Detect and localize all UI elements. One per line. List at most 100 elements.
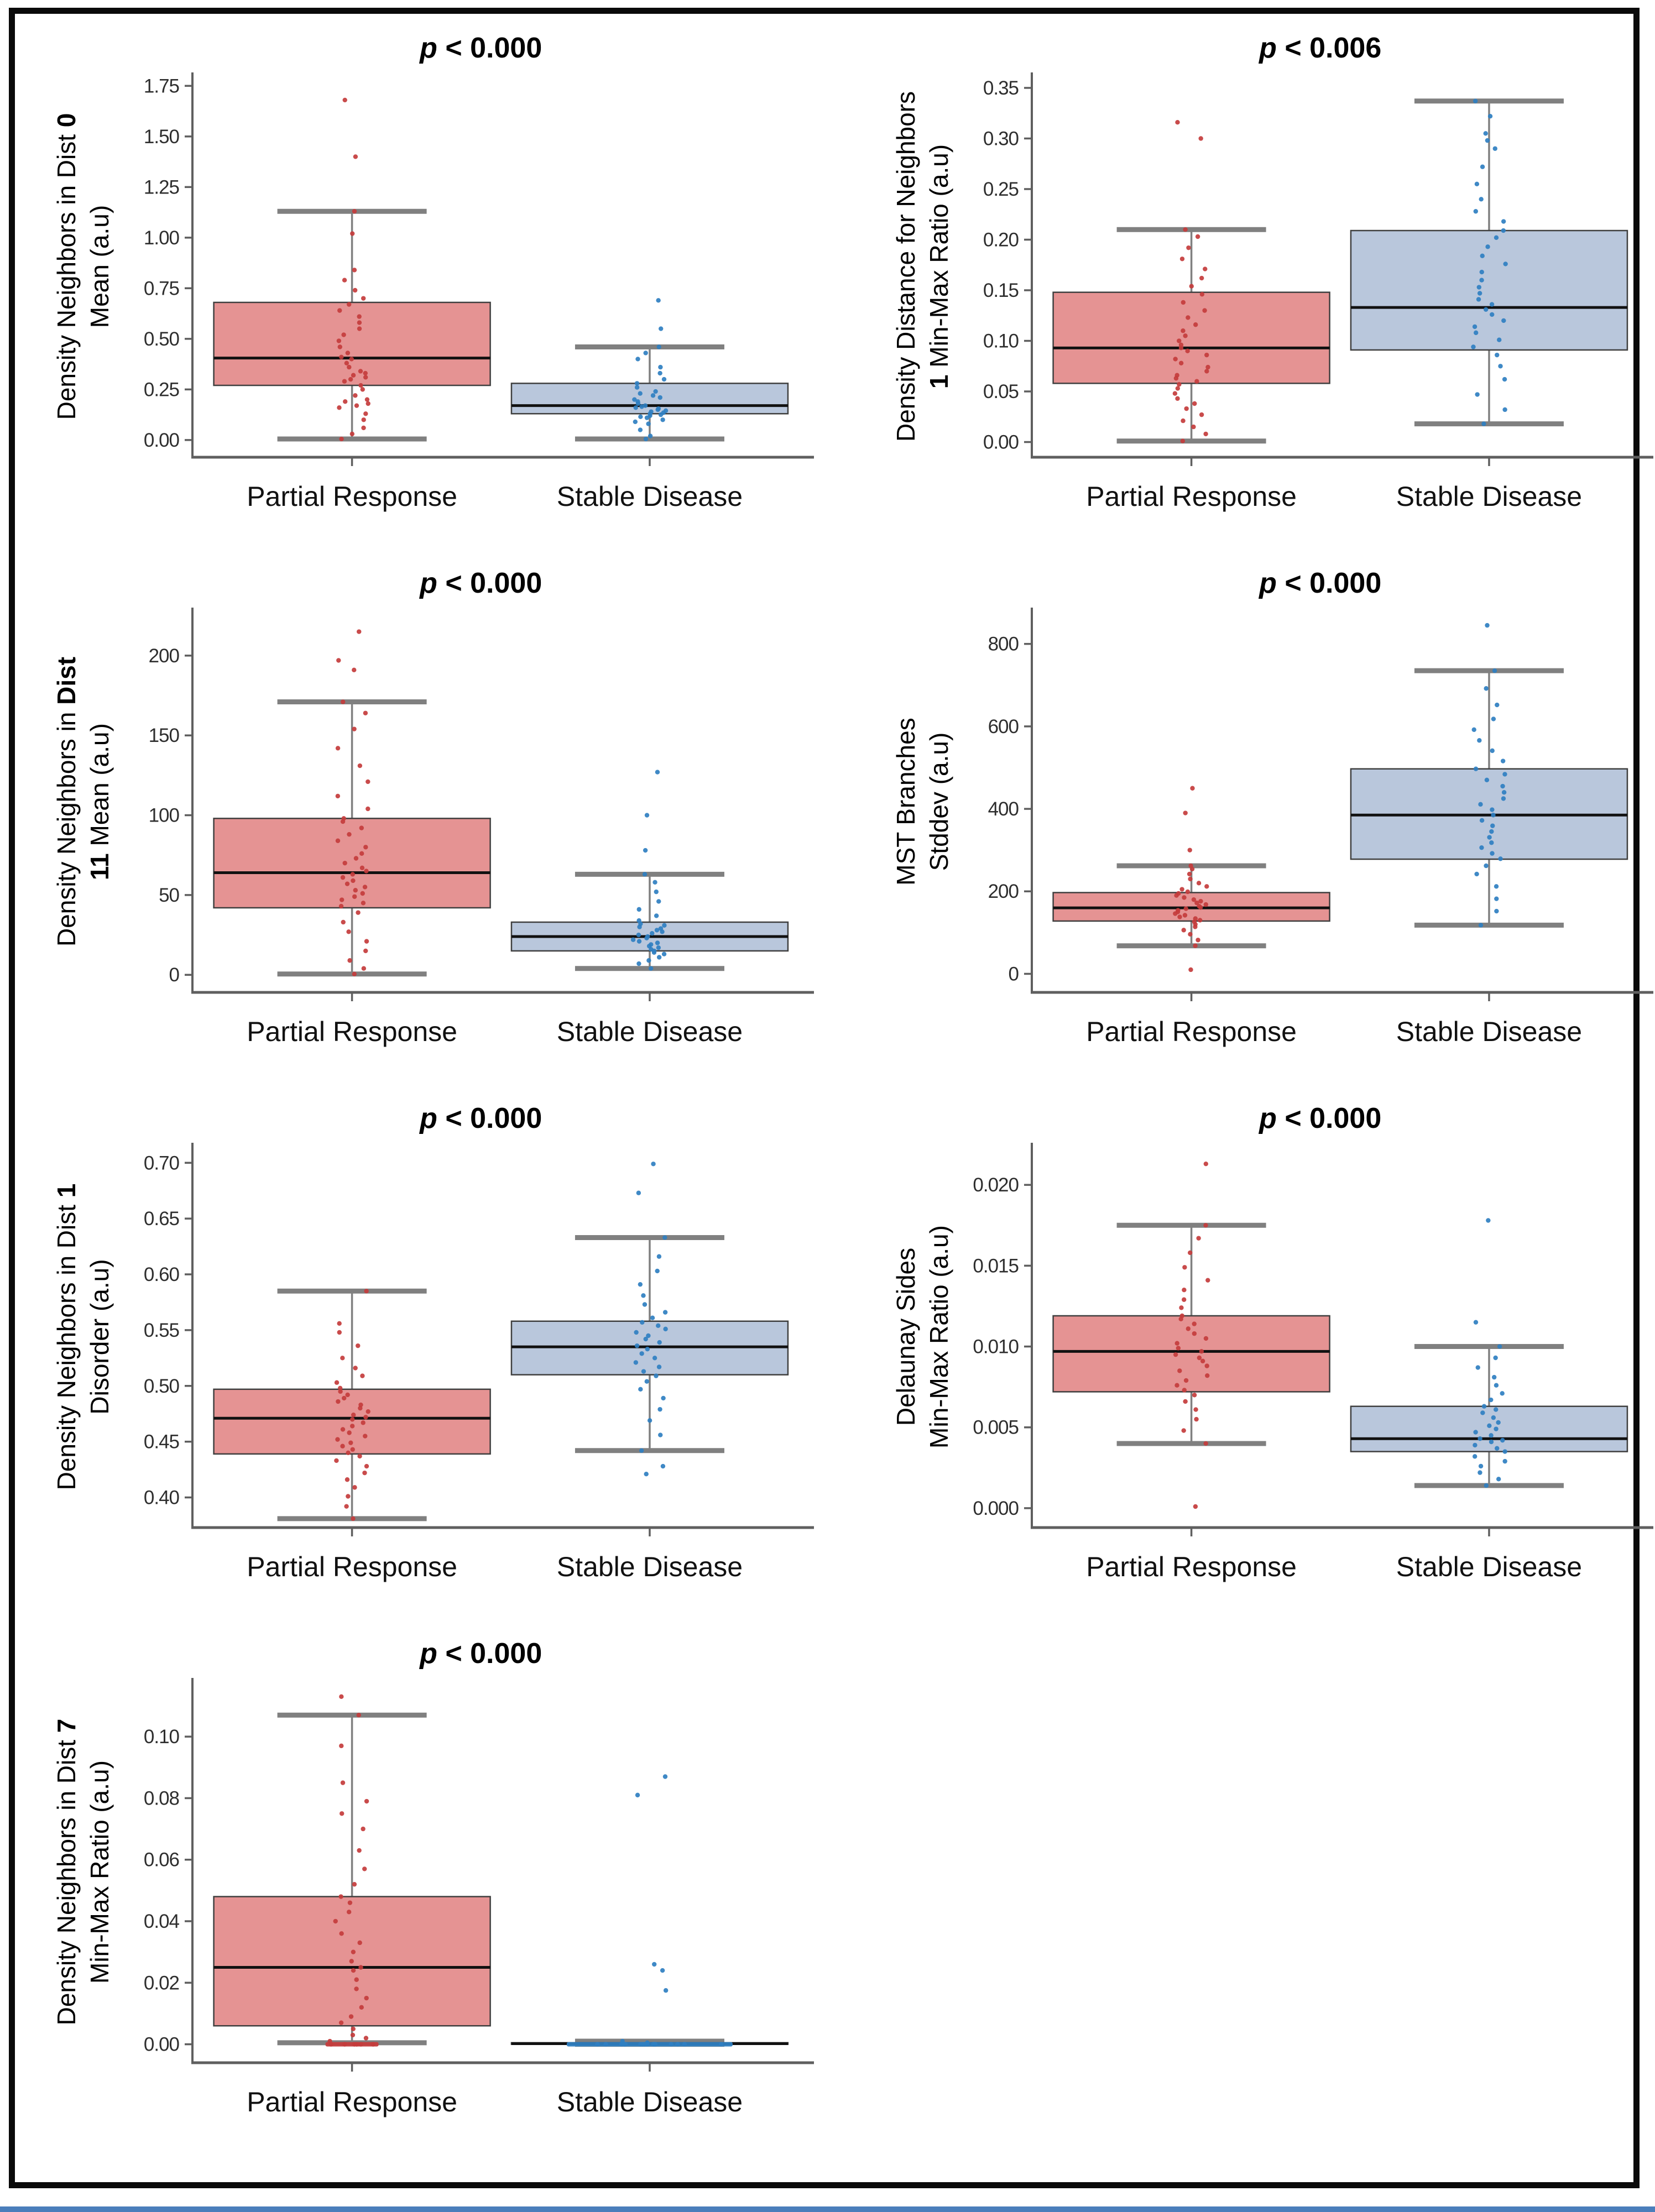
data-point-stable-disease [636, 961, 641, 966]
data-point-stable-disease [1495, 1446, 1500, 1451]
data-point-stable-disease [1475, 392, 1480, 397]
data-point-partial-response [342, 379, 347, 384]
data-point-stable-disease [642, 872, 648, 877]
data-point-partial-response [1203, 1223, 1208, 1228]
data-point-partial-response [352, 1485, 357, 1490]
data-point-partial-response [1203, 431, 1208, 437]
x-category-label: Stable Disease [1396, 1016, 1582, 1047]
y-tick-label: 0 [169, 964, 180, 986]
data-point-partial-response [1183, 906, 1188, 911]
y-tick-label: 1.75 [144, 75, 179, 97]
data-point-partial-response [357, 629, 362, 634]
data-point-stable-disease [651, 1962, 657, 1967]
data-point-partial-response [1186, 245, 1191, 250]
data-point-stable-disease [1484, 777, 1490, 783]
data-point-stable-disease [646, 421, 651, 426]
data-point-stable-disease [1492, 668, 1497, 673]
data-point-partial-response [1193, 943, 1198, 948]
data-point-stable-disease [654, 928, 660, 933]
data-point-stable-disease [1477, 738, 1482, 743]
data-point-stable-disease [1475, 1365, 1480, 1370]
data-point-stable-disease [1491, 1374, 1497, 1380]
data-point-partial-response [1188, 932, 1193, 937]
data-point-stable-disease [653, 389, 658, 394]
data-point-partial-response [356, 1713, 361, 1718]
y-tick-label: 0.20 [983, 229, 1019, 250]
data-point-partial-response [1192, 401, 1197, 406]
data-point-stable-disease [1473, 98, 1478, 103]
plot-title: p < 0.000 [419, 1102, 542, 1134]
data-point-partial-response [363, 375, 368, 380]
data-point-partial-response [1203, 266, 1208, 271]
data-point-partial-response [342, 2042, 347, 2047]
data-point-partial-response [1175, 386, 1181, 391]
data-point-stable-disease [1473, 1454, 1478, 1459]
data-point-partial-response [362, 885, 368, 890]
data-point-partial-response [353, 1366, 358, 1371]
data-point-stable-disease [1486, 1218, 1491, 1223]
data-point-stable-disease [638, 391, 643, 396]
data-point-partial-response [1181, 328, 1186, 333]
data-point-stable-disease [1479, 818, 1485, 823]
data-point-partial-response [339, 1931, 344, 1936]
data-point-partial-response [337, 308, 342, 313]
data-point-partial-response [342, 1395, 347, 1401]
data-point-partial-response [342, 278, 347, 283]
data-point-stable-disease [1487, 1423, 1492, 1429]
data-point-partial-response [338, 1894, 343, 1899]
y-tick-label: 0.10 [983, 331, 1019, 352]
data-point-partial-response [1197, 903, 1202, 909]
data-point-stable-disease [660, 1968, 665, 1973]
data-point-partial-response [1174, 1341, 1179, 1346]
y-tick-label: 0.020 [973, 1174, 1019, 1196]
data-point-partial-response [1176, 891, 1181, 896]
data-point-partial-response [1204, 369, 1209, 374]
data-point-partial-response [358, 1965, 363, 1970]
y-tick-label: 0.75 [144, 278, 179, 299]
data-point-partial-response [1188, 967, 1193, 972]
data-point-partial-response [1183, 333, 1188, 338]
data-point-partial-response [350, 1417, 355, 1422]
y-tick-label: 0.04 [144, 1911, 180, 1932]
data-point-partial-response [1184, 406, 1189, 411]
data-point-partial-response [1205, 364, 1210, 370]
data-point-stable-disease [635, 357, 640, 362]
y-tick-label: 0.10 [144, 1726, 180, 1748]
plot-title: p < 0.006 [1258, 32, 1381, 64]
data-point-partial-response [1186, 1326, 1191, 1331]
data-point-stable-disease [1494, 896, 1499, 901]
data-point-stable-disease [1489, 302, 1495, 307]
x-category-label: Partial Response [1086, 1016, 1297, 1047]
plot-title: p < 0.000 [1258, 567, 1381, 599]
data-point-partial-response [340, 1356, 345, 1361]
data-point-partial-response [352, 1882, 357, 1887]
data-point-stable-disease [1490, 823, 1495, 828]
data-point-stable-disease [643, 436, 649, 442]
data-point-stable-disease [652, 1356, 657, 1361]
data-point-partial-response [358, 2042, 363, 2047]
data-point-partial-response [1203, 902, 1208, 907]
data-point-partial-response [1200, 1358, 1205, 1364]
data-point-partial-response [353, 393, 358, 398]
data-point-partial-response [370, 2042, 375, 2047]
data-point-stable-disease [1501, 318, 1506, 323]
data-point-stable-disease [1476, 285, 1481, 290]
data-point-stable-disease [643, 351, 648, 355]
box-partial-response [1052, 1315, 1330, 1393]
data-point-partial-response [340, 875, 346, 880]
y-tick-label: 800 [988, 634, 1019, 655]
data-point-stable-disease [638, 427, 643, 432]
plot-title: p < 0.000 [419, 567, 542, 599]
data-point-partial-response [361, 425, 366, 431]
data-point-partial-response [335, 793, 341, 799]
chart-cell-2: p < 0.006 0.00 0.05 0.10 0.15 0.20 0.25 0.30 0.3… [866, 23, 1655, 555]
chart-cell-7: p < 0.000 0.00 0.02 0.04 0.06 0.08 0.10 Density… [27, 1629, 823, 2161]
data-point-partial-response [1182, 913, 1188, 918]
data-point-stable-disease [1473, 209, 1478, 214]
data-point-partial-response [339, 354, 344, 360]
data-point-partial-response [1194, 379, 1199, 384]
data-point-partial-response [357, 1848, 362, 1853]
data-point-partial-response [352, 726, 357, 731]
data-point-partial-response [366, 779, 370, 785]
y-tick-label: 0.25 [144, 379, 179, 400]
